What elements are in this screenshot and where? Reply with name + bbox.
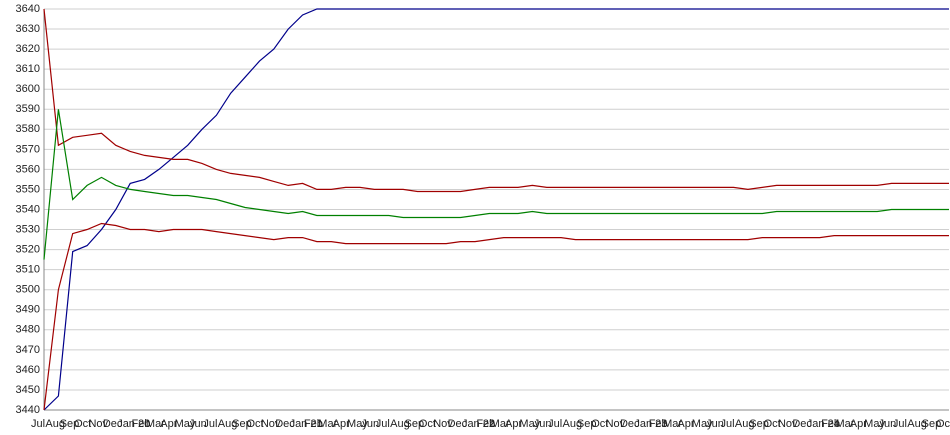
y-tick-label: 3630 (16, 23, 40, 35)
y-tick-label: 3580 (16, 123, 40, 135)
x-tick-label: Mar (491, 418, 510, 430)
x-tick-label: Aug (735, 418, 755, 430)
x-tick-label: Jul (31, 418, 45, 430)
series-line (43, 109, 949, 260)
y-tick-label: 3550 (16, 183, 40, 195)
x-tick-label: Mar (663, 418, 682, 430)
x-tick-label: Oct (74, 418, 91, 430)
y-tick-label: 3570 (16, 143, 40, 155)
x-tick-label: Mar (146, 418, 165, 430)
y-tick-label: 3560 (16, 163, 40, 175)
y-tick-label: 3510 (16, 264, 40, 276)
x-tick-label: Jan 24 (807, 418, 840, 430)
x-tick-label: May (864, 418, 885, 430)
x-tick-label: Jan 20 (117, 418, 150, 430)
x-tick-label: Aug (45, 418, 65, 430)
x-tick-label: Sep (749, 418, 769, 430)
y-tick-label: 3460 (16, 364, 40, 376)
x-tick-label: Aug (907, 418, 927, 430)
y-tick-label: 3500 (16, 284, 40, 296)
x-tick-label: Aug (218, 418, 238, 430)
x-tick-label: Sep (60, 418, 80, 430)
x-tick-label: Nov (433, 418, 453, 430)
x-tick-label: Nov (778, 418, 798, 430)
y-tick-label: 3450 (16, 384, 40, 396)
x-tick-label: Jun (189, 418, 207, 430)
x-tick-label: Jun (361, 418, 379, 430)
x-tick-label: Oct (419, 418, 436, 430)
x-tick-label: Apr (505, 418, 522, 430)
y-tick-label: 3610 (16, 63, 40, 75)
x-tick-label: Dec (275, 418, 295, 430)
x-tick-label: Feb (476, 418, 495, 430)
x-tick-label: Feb (821, 418, 840, 430)
series-line (43, 8, 949, 411)
x-tick-label: Oct (591, 418, 608, 430)
x-tick-label: May (692, 418, 713, 430)
x-tick-label: Aug (563, 418, 583, 430)
x-tick-label: Dec (448, 418, 468, 430)
x-tick-label: Nov (261, 418, 281, 430)
x-tick-label: Oct (764, 418, 781, 430)
x-tick-label: Sep (232, 418, 252, 430)
x-tick-label: Jul (721, 418, 735, 430)
x-tick-label: Sep (577, 418, 597, 430)
x-tick-label: Oct (246, 418, 263, 430)
y-tick-label: 3540 (16, 203, 40, 215)
x-tick-label: Sep (922, 418, 942, 430)
x-tick-label: Feb (304, 418, 323, 430)
x-tick-label: Feb (649, 418, 668, 430)
x-tick-label: May (175, 418, 196, 430)
x-tick-label: Oct (936, 418, 950, 430)
x-tick-label: Feb (132, 418, 151, 430)
x-tick-label: Jan 23 (634, 418, 667, 430)
series-line (43, 222, 949, 411)
y-tick-label: 3590 (16, 103, 40, 115)
x-tick-label: Dec (103, 418, 123, 430)
y-tick-label: 3620 (16, 43, 40, 55)
x-tick-label: Dec (620, 418, 640, 430)
x-tick-label: May (347, 418, 368, 430)
x-tick-label: Dec (792, 418, 812, 430)
x-tick-label: Nov (606, 418, 626, 430)
y-tick-label: 3600 (16, 83, 40, 95)
x-tick-label: Jul (548, 418, 562, 430)
y-tick-label: 3490 (16, 304, 40, 316)
x-tick-label: Jan 22 (462, 418, 495, 430)
x-tick-label: Aug (390, 418, 410, 430)
series-line (43, 8, 949, 193)
x-tick-label: Apr (333, 418, 350, 430)
x-tick-label: May (519, 418, 540, 430)
x-tick-label: Apr (850, 418, 867, 430)
y-tick-label: 3480 (16, 324, 40, 336)
x-tick-label: Mar (835, 418, 854, 430)
y-tick-label: 3520 (16, 244, 40, 256)
x-tick-label: Apr (160, 418, 177, 430)
x-tick-label: Sep (404, 418, 424, 430)
y-tick-label: 3440 (16, 404, 40, 416)
y-tick-label: 3640 (16, 3, 40, 15)
x-tick-label: Jun (706, 418, 724, 430)
x-tick-label: Jul (893, 418, 907, 430)
x-tick-label: Mar (318, 418, 337, 430)
x-tick-label: Jan 21 (290, 418, 323, 430)
x-tick-label: Jul (203, 418, 217, 430)
y-tick-label: 3470 (16, 344, 40, 356)
x-tick-label: Nov (88, 418, 108, 430)
x-tick-label: Apr (677, 418, 694, 430)
x-tick-label: Jun (534, 418, 552, 430)
y-tick-label: 3530 (16, 223, 40, 235)
x-tick-label: Jun (879, 418, 897, 430)
x-tick-label: Jul (376, 418, 390, 430)
